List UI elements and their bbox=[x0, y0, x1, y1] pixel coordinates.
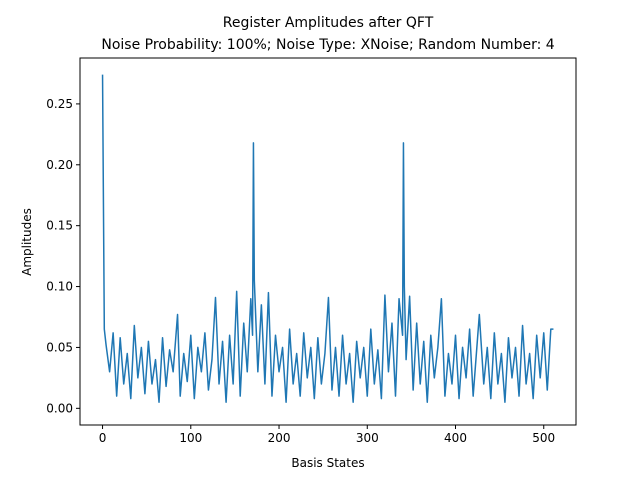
data-line bbox=[101, 74, 554, 403]
y-tick-label: 0.05 bbox=[46, 340, 73, 354]
chart-title: Register Amplitudes after QFT bbox=[223, 15, 434, 31]
x-tick-label: 500 bbox=[532, 431, 555, 445]
x-tick-label: 300 bbox=[356, 431, 379, 445]
x-tick-label: 0 bbox=[99, 431, 107, 445]
x-tick-label: 400 bbox=[444, 431, 467, 445]
y-tick-label: 0.20 bbox=[46, 158, 73, 172]
plot-frame bbox=[79, 57, 577, 426]
y-tick-label: 0.25 bbox=[46, 97, 73, 111]
y-tick-label: 0.10 bbox=[46, 280, 73, 294]
x-tick-label: 200 bbox=[268, 431, 291, 445]
y-tick-label: 0.00 bbox=[46, 401, 73, 415]
x-tick-label: 100 bbox=[179, 431, 202, 445]
x-axis-label: Basis States bbox=[291, 456, 364, 470]
chart-subtitle: Noise Probability: 100%; Noise Type: XNo… bbox=[101, 37, 554, 53]
y-axis-label: Amplitudes bbox=[20, 208, 34, 276]
y-tick-label: 0.15 bbox=[46, 219, 73, 233]
